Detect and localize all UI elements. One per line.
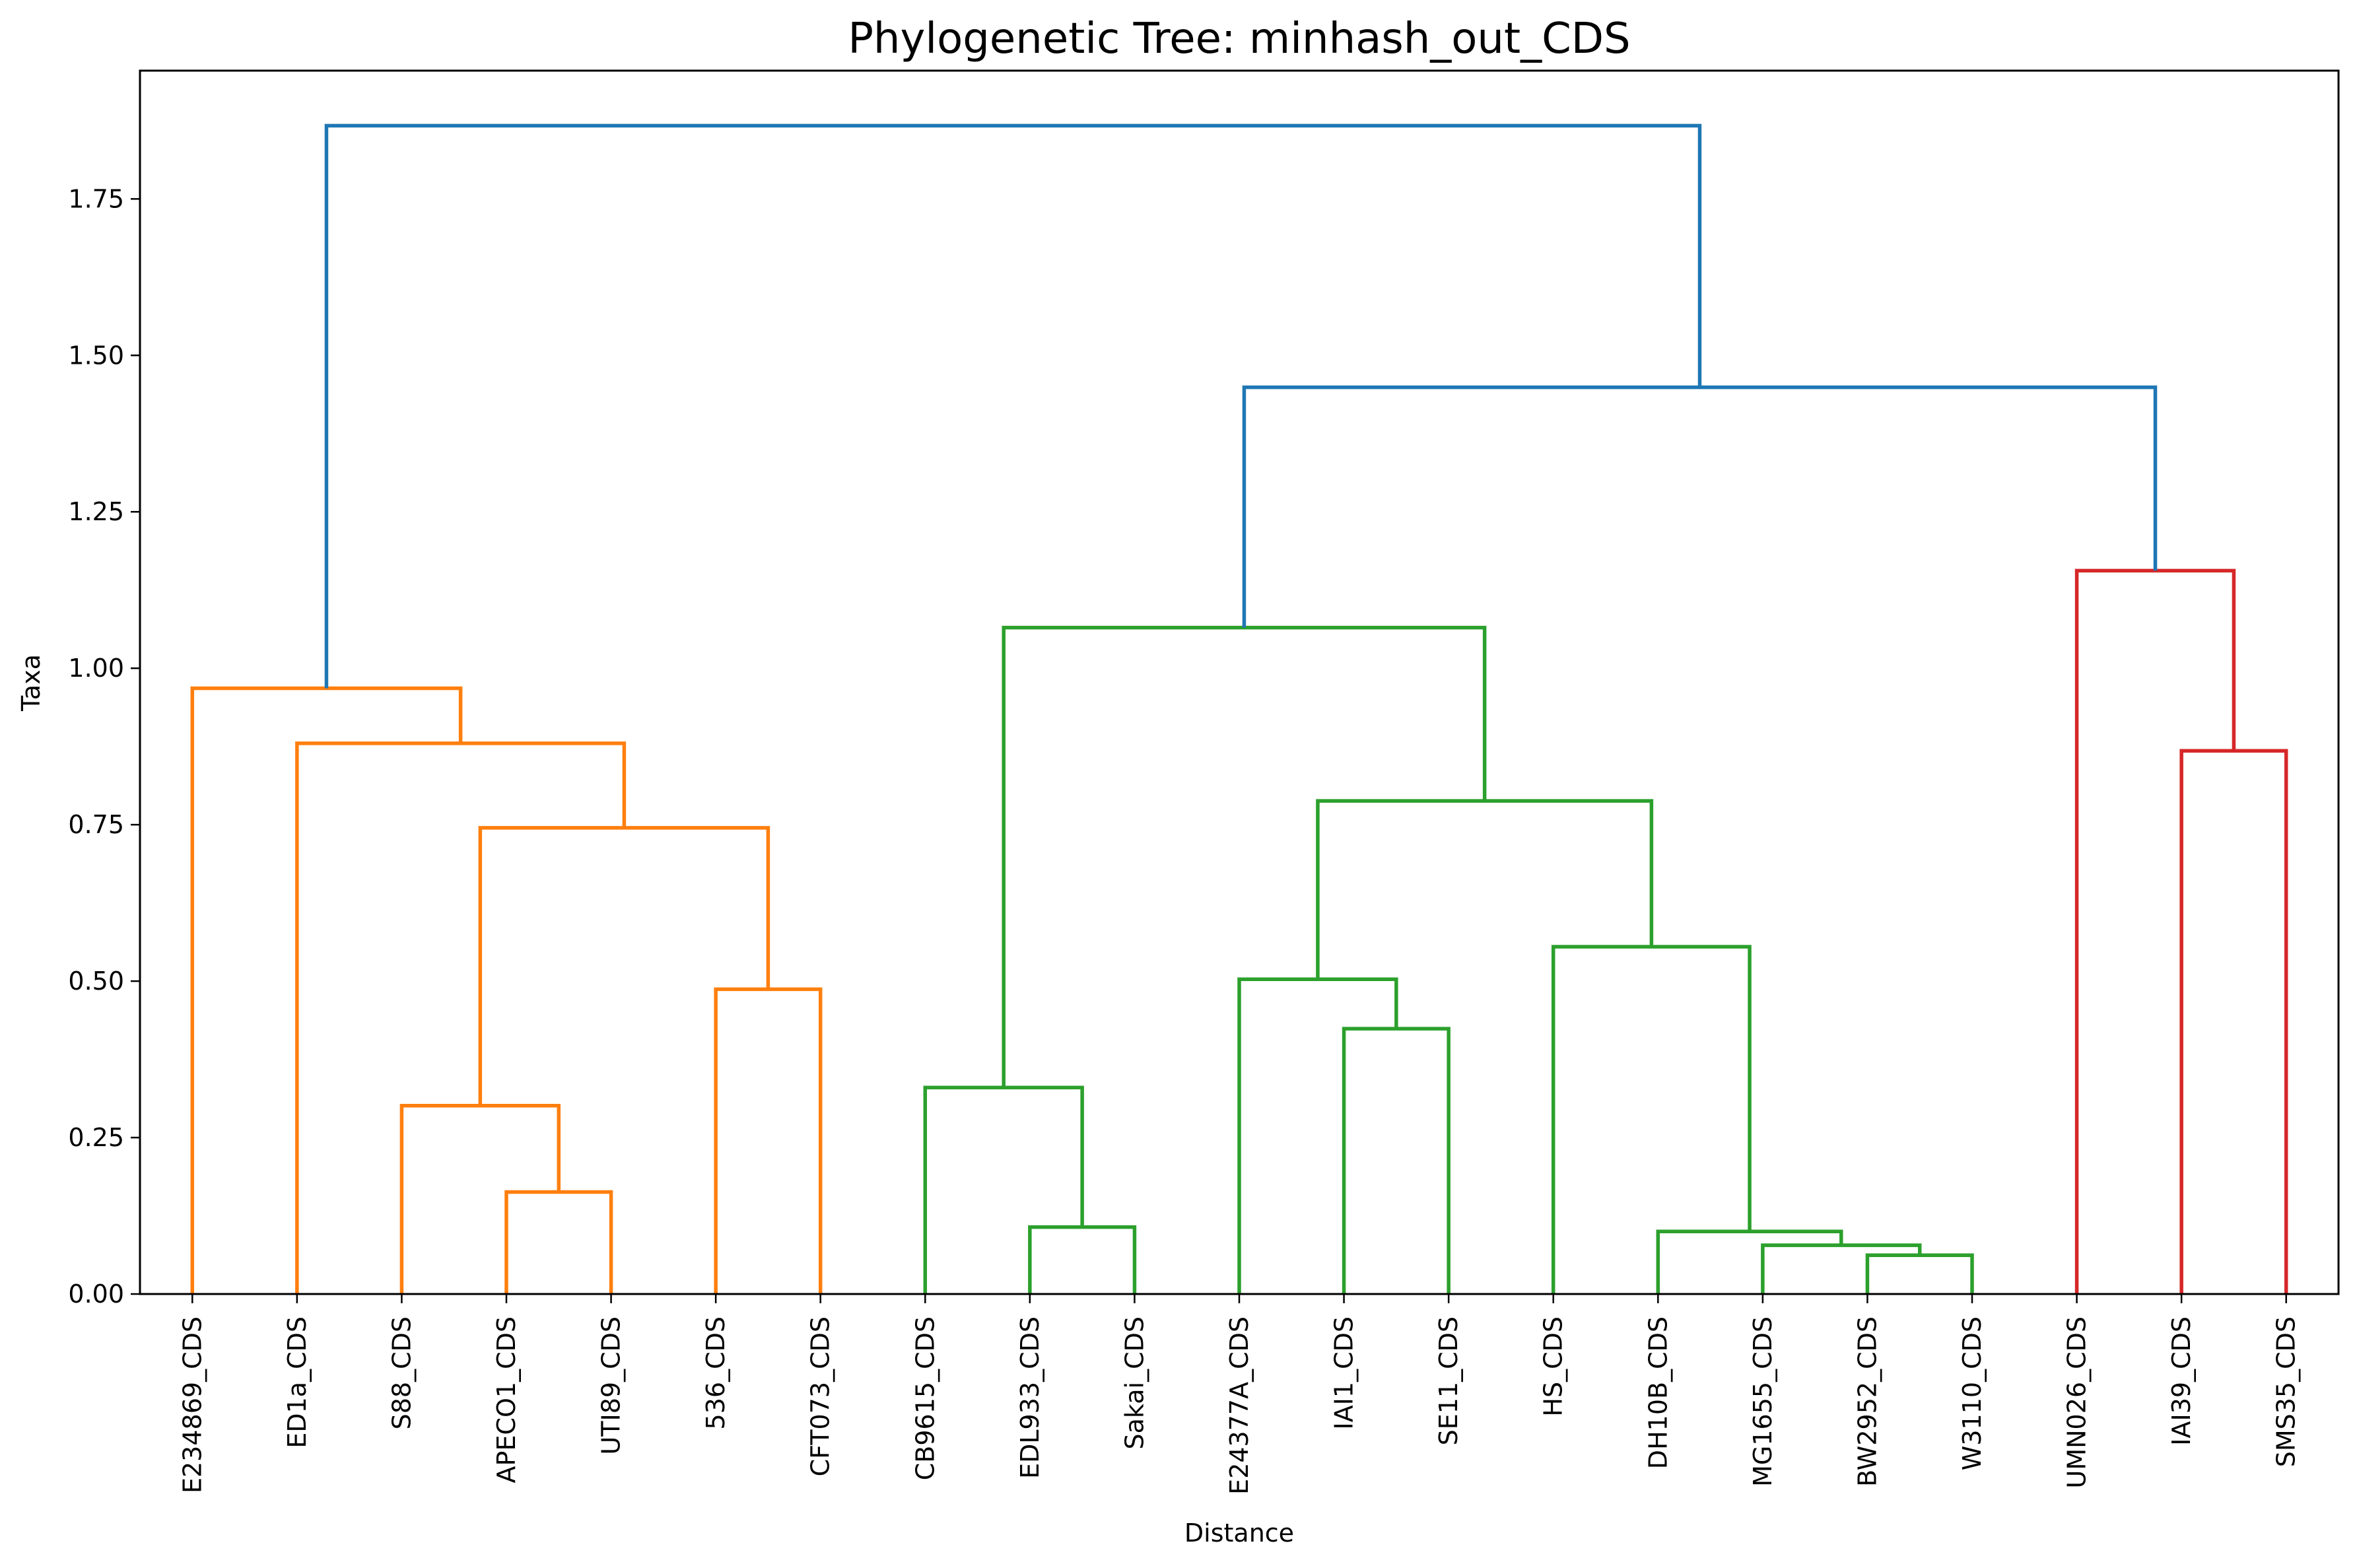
leaf-label: CB9615_CDS — [910, 1316, 939, 1480]
y-axis-label: Taxa — [17, 654, 46, 712]
plot-frame — [139, 69, 2340, 1295]
leaf-label: UMN026_CDS — [2063, 1316, 2092, 1488]
dendrogram-link — [2179, 749, 2288, 1294]
x-axis-label: Distance — [1184, 1518, 1294, 1548]
chart-title: Phylogenetic Tree: minhash_out_CDS — [848, 15, 1630, 63]
y-tick-label: 0.50 — [68, 967, 124, 996]
y-axis: 0.00 0.25 0.50 0.75 1.00 1.25 1.50 1.75 — [68, 184, 140, 1309]
dendrogram-link — [324, 123, 1702, 689]
dendrogram-link — [478, 826, 770, 1106]
leaf-label: CFT073_CDS — [806, 1316, 835, 1476]
y-tick-label: 1.75 — [68, 184, 124, 213]
y-tick-label: 1.50 — [68, 341, 124, 370]
leaf-label: MG1655_CDS — [1748, 1316, 1777, 1487]
leaf-label: W3110_CDS — [1958, 1316, 1987, 1470]
leaf-label: EDL933_CDS — [1015, 1316, 1044, 1479]
leaf-label: HS_CDS — [1539, 1316, 1568, 1417]
leaf-labels: E234869_CDS ED1a_CDS S88_CDS APECO1_CDS UTI8… — [178, 1294, 2301, 1495]
leaf-label: SE11_CDS — [1434, 1316, 1463, 1445]
y-tick-label: 0.00 — [68, 1279, 124, 1309]
leaf-label: BW2952_CDS — [1853, 1316, 1882, 1487]
leaf-label: E24377A_CDS — [1225, 1316, 1254, 1495]
y-tick-label: 0.75 — [68, 810, 124, 839]
dendrogram-link — [714, 987, 823, 1294]
y-tick-label: 1.00 — [68, 654, 124, 683]
leaf-label: APECO1_CDS — [492, 1316, 521, 1483]
leaf-label: E234869_CDS — [178, 1316, 207, 1493]
leaf-label: UTI89_CDS — [597, 1316, 626, 1455]
dendrogram-link — [1656, 1229, 1843, 1294]
leaf-label: ED1a_CDS — [283, 1316, 312, 1449]
dendrogram-link — [923, 1085, 1084, 1294]
dendrogram-links — [190, 123, 2288, 1294]
y-tick-label: 1.25 — [68, 497, 124, 526]
leaf-label: S88_CDS — [387, 1316, 416, 1429]
leaf-label: Sakai_CDS — [1120, 1316, 1149, 1450]
y-tick-label: 0.25 — [68, 1123, 124, 1152]
leaf-label: IAI1_CDS — [1330, 1316, 1359, 1430]
dendrogram-link — [1551, 945, 1752, 1294]
dendrogram-link — [1761, 1243, 1922, 1294]
leaf-label: DH10B_CDS — [1643, 1316, 1672, 1469]
leaf-label: 536_CDS — [701, 1316, 730, 1429]
leaf-label: IAI39_CDS — [2167, 1316, 2196, 1446]
leaf-label: SMS35_CDS — [2272, 1316, 2301, 1467]
